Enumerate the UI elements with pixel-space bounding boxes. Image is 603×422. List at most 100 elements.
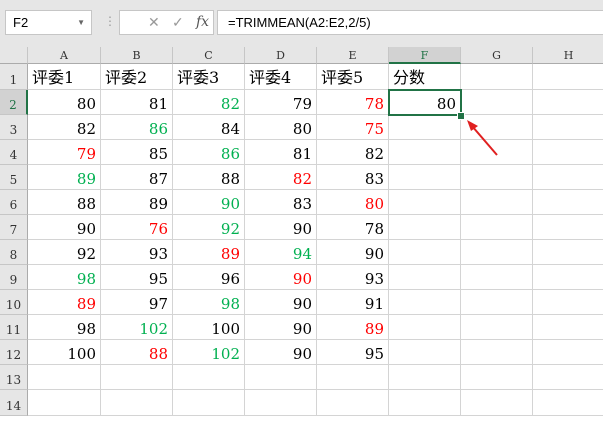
cell-g5[interactable] <box>461 165 533 190</box>
cell-a4[interactable]: 79 <box>28 140 101 165</box>
cell-b11[interactable]: 102 <box>101 315 173 340</box>
cell-d10[interactable]: 90 <box>245 290 317 315</box>
cell-d9[interactable]: 90 <box>245 265 317 290</box>
cell-f6[interactable] <box>389 190 461 215</box>
cell-c6[interactable]: 90 <box>173 190 245 215</box>
cell-f9[interactable] <box>389 265 461 290</box>
column-header-b[interactable]: B <box>101 47 173 64</box>
cell-h4[interactable] <box>533 140 603 165</box>
enter-icon[interactable]: ✓ <box>172 14 184 30</box>
cell-f5[interactable] <box>389 165 461 190</box>
cell-h9[interactable] <box>533 265 603 290</box>
cell-b10[interactable]: 97 <box>101 290 173 315</box>
cell-b2[interactable]: 81 <box>101 90 173 115</box>
cell-d6[interactable]: 83 <box>245 190 317 215</box>
cell-f7[interactable] <box>389 215 461 240</box>
cell-a13[interactable] <box>28 365 101 390</box>
row-header-2[interactable]: 2 <box>0 90 28 115</box>
cell-d13[interactable] <box>245 365 317 390</box>
cell-b3[interactable]: 86 <box>101 115 173 140</box>
cell-f13[interactable] <box>389 365 461 390</box>
cell-a7[interactable]: 90 <box>28 215 101 240</box>
cell-b7[interactable]: 76 <box>101 215 173 240</box>
cancel-icon[interactable]: ✕ <box>148 14 160 30</box>
cell-c9[interactable]: 96 <box>173 265 245 290</box>
cell-d3[interactable]: 80 <box>245 115 317 140</box>
cell-a8[interactable]: 92 <box>28 240 101 265</box>
cell-b9[interactable]: 95 <box>101 265 173 290</box>
cell-g13[interactable] <box>461 365 533 390</box>
cell-e10[interactable]: 91 <box>317 290 389 315</box>
cell-e4[interactable]: 82 <box>317 140 389 165</box>
cell-b12[interactable]: 88 <box>101 340 173 365</box>
cell-d12[interactable]: 90 <box>245 340 317 365</box>
cell-g6[interactable] <box>461 190 533 215</box>
cell-g3[interactable] <box>461 115 533 140</box>
column-header-d[interactable]: D <box>245 47 317 64</box>
cell-e6[interactable]: 80 <box>317 190 389 215</box>
row-header-3[interactable]: 3 <box>0 115 28 140</box>
cell-h10[interactable] <box>533 290 603 315</box>
cell-h1[interactable] <box>533 64 603 90</box>
cell-e5[interactable]: 83 <box>317 165 389 190</box>
row-header-6[interactable]: 6 <box>0 190 28 215</box>
cell-g10[interactable] <box>461 290 533 315</box>
drag-handle-icon[interactable]: ⋮ <box>104 14 116 28</box>
cell-h3[interactable] <box>533 115 603 140</box>
row-header-10[interactable]: 10 <box>0 290 28 315</box>
cell-c1[interactable]: 评委3 <box>173 64 245 90</box>
cell-f10[interactable] <box>389 290 461 315</box>
column-header-g[interactable]: G <box>461 47 533 64</box>
cell-e11[interactable]: 89 <box>317 315 389 340</box>
cell-g12[interactable] <box>461 340 533 365</box>
cell-a5[interactable]: 89 <box>28 165 101 190</box>
cell-e13[interactable] <box>317 365 389 390</box>
row-header-8[interactable]: 8 <box>0 240 28 265</box>
cell-d11[interactable]: 90 <box>245 315 317 340</box>
cell-b8[interactable]: 93 <box>101 240 173 265</box>
cell-f8[interactable] <box>389 240 461 265</box>
cell-a9[interactable]: 98 <box>28 265 101 290</box>
cell-b4[interactable]: 85 <box>101 140 173 165</box>
cell-h8[interactable] <box>533 240 603 265</box>
cell-c13[interactable] <box>173 365 245 390</box>
cell-c8[interactable]: 89 <box>173 240 245 265</box>
cell-c3[interactable]: 84 <box>173 115 245 140</box>
cell-a1[interactable]: 评委1 <box>28 64 101 90</box>
row-header-11[interactable]: 11 <box>0 315 28 340</box>
cell-g8[interactable] <box>461 240 533 265</box>
cell-b13[interactable] <box>101 365 173 390</box>
cell-a10[interactable]: 89 <box>28 290 101 315</box>
name-box[interactable]: F2 ▼ <box>5 10 92 35</box>
cell-e9[interactable]: 93 <box>317 265 389 290</box>
cell-e1[interactable]: 评委5 <box>317 64 389 90</box>
cell-g4[interactable] <box>461 140 533 165</box>
cell-a3[interactable]: 82 <box>28 115 101 140</box>
cell-h2[interactable] <box>533 90 603 115</box>
column-header-e[interactable]: E <box>317 47 389 64</box>
cell-h6[interactable] <box>533 190 603 215</box>
cell-e12[interactable]: 95 <box>317 340 389 365</box>
column-header-h[interactable]: H <box>533 47 603 64</box>
cell-g9[interactable] <box>461 265 533 290</box>
cell-b5[interactable]: 87 <box>101 165 173 190</box>
cell-c12[interactable]: 102 <box>173 340 245 365</box>
cell-c4[interactable]: 86 <box>173 140 245 165</box>
cell-d8[interactable]: 94 <box>245 240 317 265</box>
cell-c2[interactable]: 82 <box>173 90 245 115</box>
cell-h11[interactable] <box>533 315 603 340</box>
cell-f11[interactable] <box>389 315 461 340</box>
cell-g1[interactable] <box>461 64 533 90</box>
cell-a12[interactable]: 100 <box>28 340 101 365</box>
cell-h13[interactable] <box>533 365 603 390</box>
cell-e8[interactable]: 90 <box>317 240 389 265</box>
formula-bar[interactable]: =TRIMMEAN(A2:E2,2/5) <box>217 10 603 35</box>
cell-g11[interactable] <box>461 315 533 340</box>
insert-function-icon[interactable]: fx <box>196 14 210 30</box>
cell-g2[interactable] <box>461 90 533 115</box>
chevron-down-icon[interactable]: ▼ <box>77 18 85 27</box>
row-header-12[interactable]: 12 <box>0 340 28 365</box>
cell-d7[interactable]: 90 <box>245 215 317 240</box>
cell-h7[interactable] <box>533 215 603 240</box>
row-header-13[interactable]: 13 <box>0 365 28 390</box>
